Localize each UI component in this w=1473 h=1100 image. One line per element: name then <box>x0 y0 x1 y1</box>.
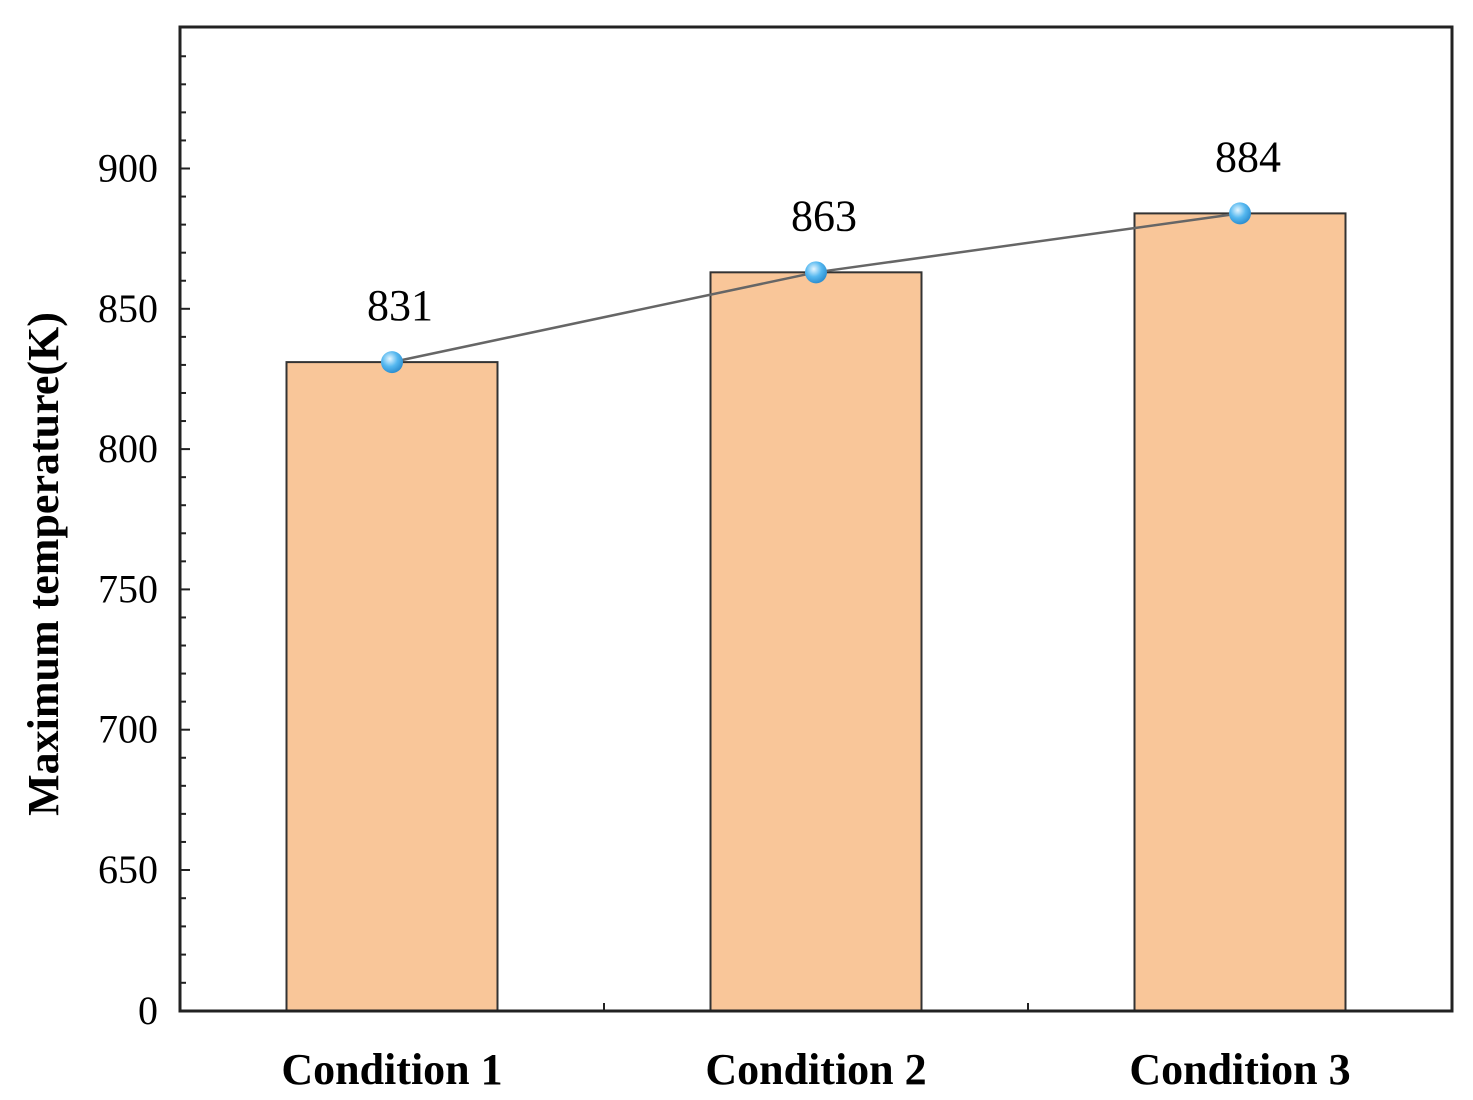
data-label: 831 <box>367 281 433 330</box>
line-marker <box>381 351 403 374</box>
overlay-line-group <box>381 202 1251 374</box>
data-labels: 831 863 884 <box>367 132 1281 330</box>
x-tick-label: Condition 1 <box>281 1045 502 1094</box>
y-tick-label: 900 <box>98 146 158 191</box>
x-axis-ticks: Condition 1 Condition 2 Condition 3 <box>281 995 1351 1094</box>
data-label: 884 <box>1215 132 1281 181</box>
y-axis-title: Maximum temperature(K) <box>19 312 68 816</box>
y-tick-label: 650 <box>98 847 158 892</box>
x-tick-label: Condition 2 <box>705 1045 926 1094</box>
line-marker <box>805 261 827 284</box>
y-tick-label: 0 <box>138 988 158 1033</box>
plot-frame <box>178 25 1454 1013</box>
bar <box>1133 212 1347 1012</box>
line-marker <box>1229 202 1251 225</box>
y-tick-label: 800 <box>98 426 158 471</box>
y-tick-label: 750 <box>98 566 158 611</box>
y-axis-ticks: 0 650 700 750 800 850 900 <box>98 55 190 1033</box>
bar <box>285 361 499 1012</box>
bar <box>709 271 923 1012</box>
data-label: 863 <box>791 191 857 240</box>
y-tick-label: 700 <box>98 707 158 752</box>
x-tick-label: Condition 3 <box>1129 1045 1350 1094</box>
bars <box>285 212 1347 1012</box>
y-tick-label: 850 <box>98 286 158 331</box>
